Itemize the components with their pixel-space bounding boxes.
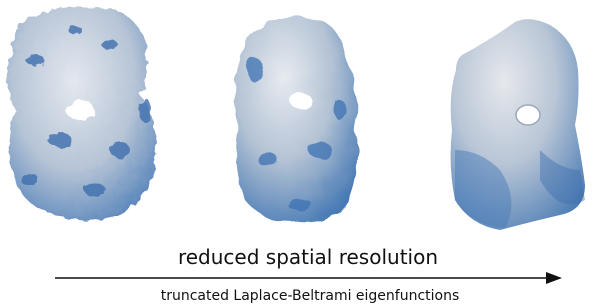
caption-bottom: truncated Laplace-Beltrami eigenfunction… — [161, 288, 460, 304]
surface-full — [6, 6, 157, 221]
surface-smooth — [450, 19, 585, 231]
caption-top: reduced spatial resolution — [178, 245, 438, 269]
surface-medium — [234, 16, 358, 223]
arrow-head — [546, 272, 562, 284]
